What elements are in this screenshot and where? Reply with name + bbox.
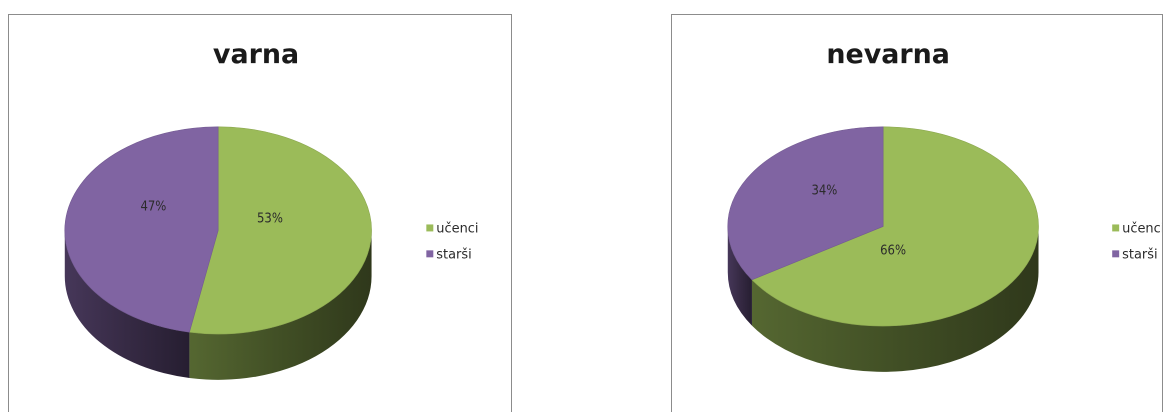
pie-slice-učenci [751,126,1039,327]
chart-title: varna [213,39,299,70]
chart-title: nevarna [826,39,950,70]
legend-entry-starši: starši [436,247,471,262]
pie-sides [727,226,1039,372]
legend-swatch-starši [426,250,434,258]
pie-slice-starši [64,126,219,333]
pie-sides [64,230,372,380]
data-label-učenci: 53% [257,211,283,226]
pie-side-učenci [751,226,1039,372]
pie-side-starši [64,230,190,379]
chart-nevarna: nevarna 66% 34% učenci starši [671,14,1163,412]
legend-entry-učenci: učenci [436,221,478,236]
legend-swatch-starši [1112,250,1120,258]
pie-side-učenci [189,230,372,380]
data-label-starši: 47% [140,200,166,215]
data-label-učenci: 66% [880,243,906,258]
pie-chart-nevarna: nevarna 66% 34% učenci starši [727,39,1162,372]
chart-varna: varna 53% 47% učenci starši [8,14,512,412]
legend-swatch-učenci [1112,224,1120,232]
data-label-starši: 34% [811,184,837,199]
pie-side-starši [727,226,752,326]
legend-entry-učenci: učenci [1122,221,1162,236]
pie-slice-starši [727,126,884,281]
pie-chart-varna: varna 53% 47% učenci starši [64,39,478,380]
pie-slice-učenci [189,126,372,335]
legend-swatch-učenci [426,224,434,232]
legend-entry-starši: starši [1122,247,1157,262]
